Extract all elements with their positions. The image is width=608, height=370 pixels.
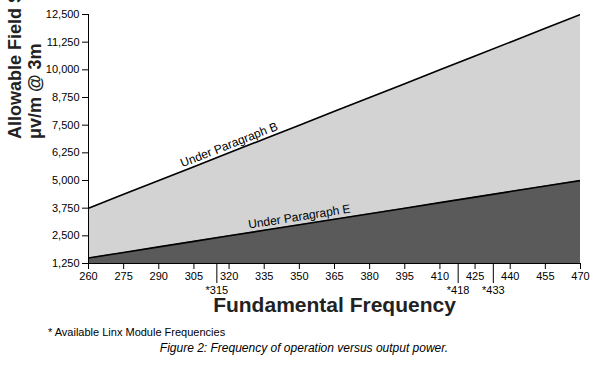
svg-text:455: 455 [536,270,554,282]
svg-text:275: 275 [114,270,132,282]
svg-text:320: 320 [220,270,238,282]
svg-text:10,000: 10,000 [46,63,80,75]
svg-text:425: 425 [466,270,484,282]
svg-text:5,000: 5,000 [52,174,80,186]
svg-text:Under Paragraph E: Under Paragraph E [247,202,351,232]
svg-text:380: 380 [360,270,378,282]
svg-text:365: 365 [325,270,343,282]
svg-text:350: 350 [290,270,308,282]
svg-text:290: 290 [150,270,168,282]
svg-text:410: 410 [431,270,449,282]
svg-text:8,750: 8,750 [52,91,80,103]
svg-text:1,250: 1,250 [52,257,80,269]
svg-text:Fundamental Frequency: Fundamental Frequency [213,293,456,316]
svg-text:6,250: 6,250 [52,146,80,158]
svg-text:440: 440 [501,270,519,282]
svg-text:Allowable Field Strengthμv/m @: Allowable Field Strengthμv/m @ 3m [5,0,45,139]
svg-text:2,500: 2,500 [52,229,80,241]
svg-text:*433: *433 [482,284,505,296]
svg-text:11,250: 11,250 [47,36,80,48]
svg-text:*315: *315 [206,284,229,296]
html-text:* Available Linx Module Freque: * Available Linx Module Frequencies [48,326,226,338]
svg-text:395: 395 [396,270,414,282]
svg-text:7,500: 7,500 [52,119,80,131]
svg-text:12,500: 12,500 [46,8,80,20]
svg-text:3,750: 3,750 [52,202,80,214]
svg-text:Under Paragraph B: Under Paragraph B [178,119,279,170]
svg-text:260: 260 [79,270,97,282]
html-text:Figure 2: Frequency of operati: Figure 2: Frequency of operation versus … [159,341,449,355]
svg-text:470: 470 [571,270,589,282]
svg-text:305: 305 [185,270,203,282]
svg-text:335: 335 [255,270,273,282]
svg-text:*418: *418 [447,284,470,296]
